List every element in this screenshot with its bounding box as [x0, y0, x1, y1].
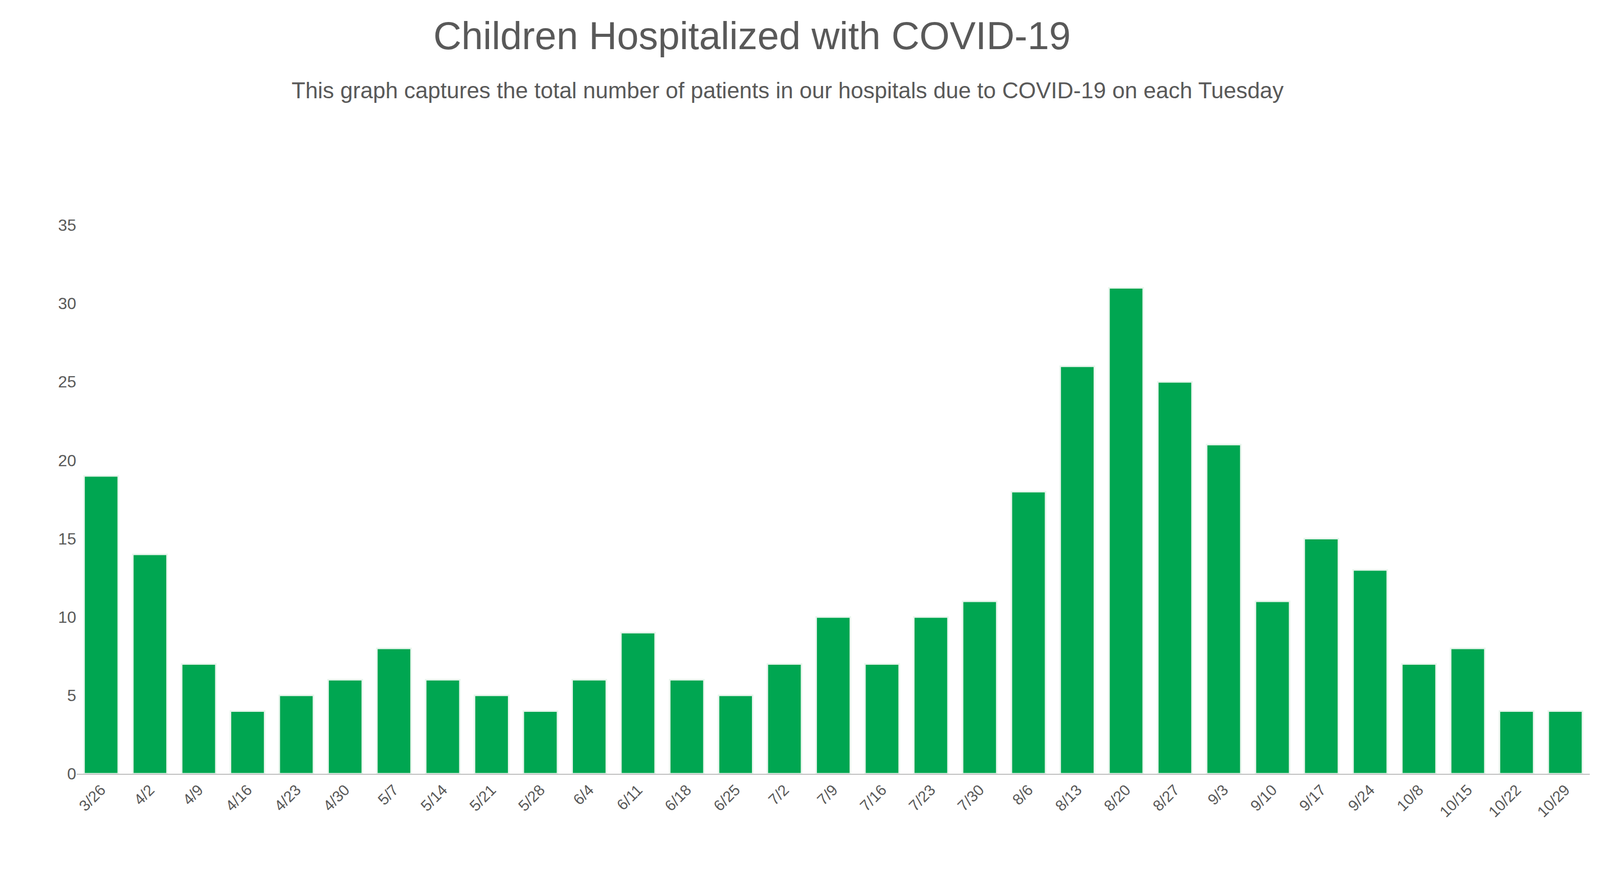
svg-text:35: 35 [57, 215, 77, 235]
svg-text:10/8: 10/8 [1393, 781, 1427, 815]
svg-text:7/16: 7/16 [856, 781, 891, 815]
svg-text:7/2: 7/2 [765, 781, 793, 809]
svg-text:9/17: 9/17 [1295, 781, 1329, 815]
svg-text:7/9: 7/9 [813, 781, 841, 809]
svg-text:9/24: 9/24 [1344, 781, 1379, 815]
svg-text:4/2: 4/2 [130, 781, 158, 809]
svg-text:10/22: 10/22 [1484, 781, 1524, 820]
svg-text:8/6: 8/6 [1009, 781, 1037, 809]
svg-text:6/18: 6/18 [661, 781, 695, 815]
svg-text:9/10: 9/10 [1247, 781, 1281, 815]
svg-text:5: 5 [67, 685, 77, 705]
svg-text:4/16: 4/16 [221, 781, 256, 815]
svg-text:5/28: 5/28 [515, 781, 549, 815]
svg-text:4/30: 4/30 [319, 781, 353, 815]
svg-text:5/21: 5/21 [465, 781, 500, 815]
svg-text:This graph captures the total: This graph captures the total number of … [291, 77, 1284, 103]
svg-text:10/29: 10/29 [1534, 781, 1573, 820]
svg-text:6/25: 6/25 [709, 781, 744, 815]
svg-text:6/4: 6/4 [569, 781, 597, 809]
svg-text:5/14: 5/14 [417, 781, 451, 815]
svg-text:4/23: 4/23 [271, 781, 305, 815]
svg-text:25: 25 [57, 372, 77, 391]
svg-text:6/11: 6/11 [613, 781, 646, 814]
svg-text:0: 0 [67, 764, 77, 783]
svg-text:8/13: 8/13 [1051, 781, 1085, 815]
svg-text:3/26: 3/26 [75, 781, 109, 815]
svg-text:4/9: 4/9 [179, 781, 207, 809]
svg-text:10: 10 [57, 607, 77, 627]
svg-text:15: 15 [57, 529, 77, 548]
svg-text:8/20: 8/20 [1100, 781, 1135, 815]
svg-text:9/3: 9/3 [1204, 781, 1232, 809]
svg-text:10/15: 10/15 [1436, 781, 1476, 820]
svg-text:7/23: 7/23 [905, 781, 939, 815]
svg-text:8/27: 8/27 [1149, 781, 1183, 815]
svg-text:20: 20 [57, 451, 77, 470]
svg-text:30: 30 [57, 294, 77, 313]
svg-text:5/7: 5/7 [374, 781, 402, 809]
svg-text:Children Hospitalized with COV: Children Hospitalized with COVID-19 [433, 13, 1071, 58]
svg-text:7/30: 7/30 [953, 781, 988, 815]
